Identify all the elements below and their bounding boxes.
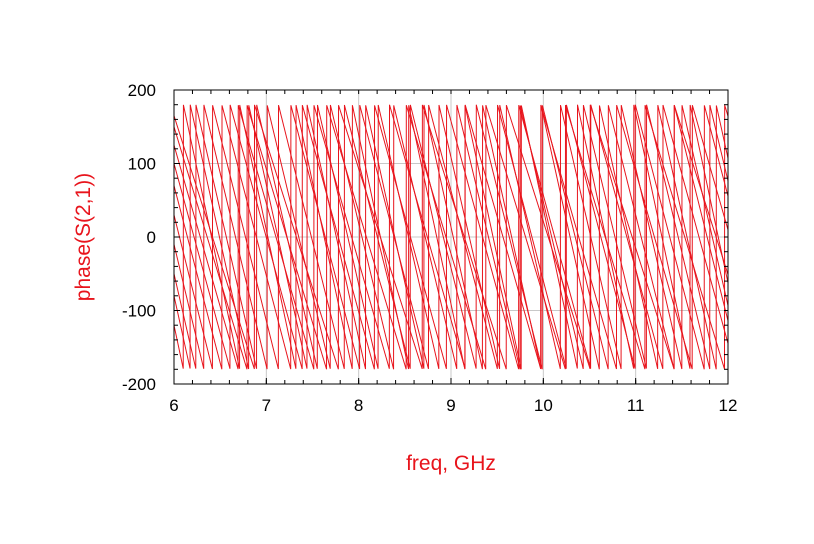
series-line-9 <box>173 104 729 370</box>
plot-area <box>173 104 729 370</box>
y-tick-label: -100 <box>122 302 156 321</box>
series-line-6 <box>173 104 729 370</box>
x-tick-label: 7 <box>262 396 271 415</box>
x-tick-label: 6 <box>169 396 178 415</box>
x-tick-label: 9 <box>446 396 455 415</box>
x-tick-label: 12 <box>719 396 738 415</box>
axis-ticks: 6 7 8 9 10 11 12 -200 -100 0 100 200 <box>122 81 737 415</box>
y-tick-label: -200 <box>122 375 156 394</box>
y-tick-label: 0 <box>147 228 156 247</box>
y-axis-label: phase(S(2,1)) <box>72 173 95 301</box>
x-tick-label: 10 <box>534 396 553 415</box>
series-line-4 <box>173 104 729 370</box>
x-tick-label: 8 <box>354 396 363 415</box>
series-line-5 <box>173 104 729 370</box>
y-tick-label: 100 <box>128 155 156 174</box>
x-tick-label: 11 <box>627 396 645 415</box>
series-line-8 <box>173 104 729 370</box>
series-line-7 <box>173 104 729 370</box>
series-line-1 <box>173 104 729 370</box>
x-axis-label: freq, GHz <box>406 452 496 475</box>
y-tick-label: 200 <box>128 81 156 100</box>
